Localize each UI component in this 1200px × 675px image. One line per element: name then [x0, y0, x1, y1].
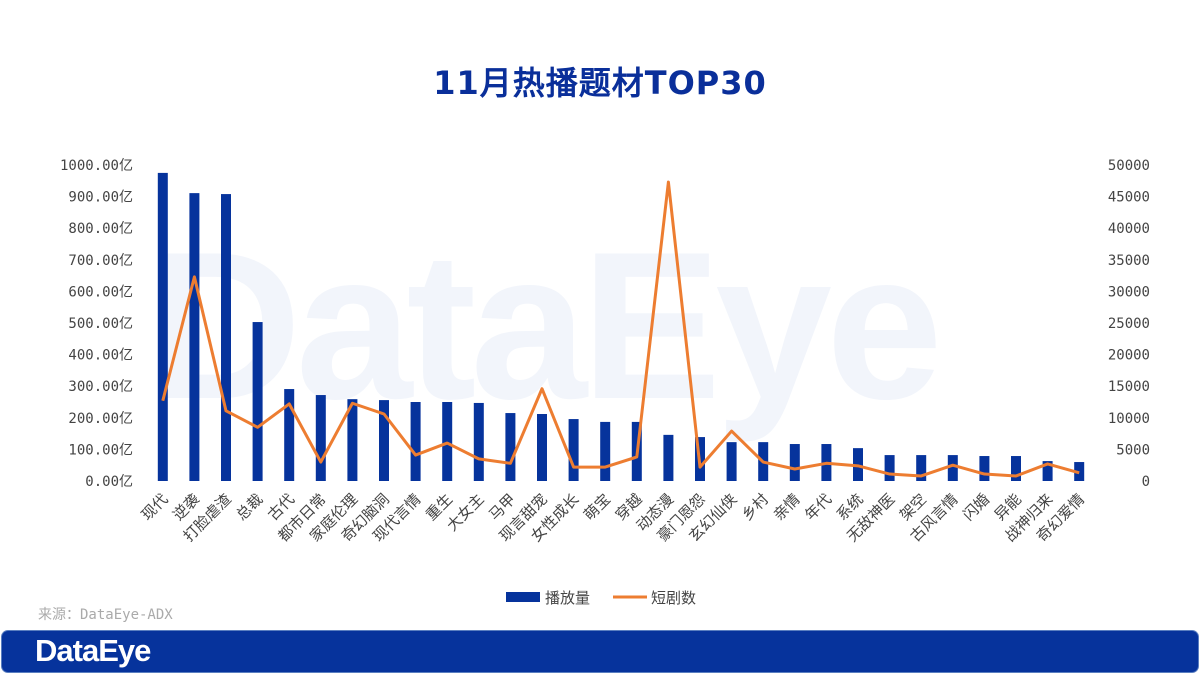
- y-right-tick-label: 15000: [1108, 379, 1150, 395]
- x-tick-label: 现代: [138, 490, 172, 524]
- bar: [1042, 461, 1053, 481]
- bar: [789, 444, 800, 481]
- x-tick-label: 萌宝: [580, 490, 614, 524]
- y-right-tick-label: 45000: [1108, 190, 1150, 206]
- y-left-tick-label: 200.00亿: [68, 411, 133, 427]
- bar: [1011, 456, 1021, 481]
- x-tick-label: 亲情: [770, 490, 804, 524]
- y-left-tick-label: 800.00亿: [68, 221, 133, 237]
- y-left-tick-label: 0.00亿: [85, 474, 133, 490]
- y-right-tick-label: 40000: [1108, 221, 1150, 237]
- bar: [315, 395, 326, 481]
- y-left-tick-label: 1000.00亿: [60, 158, 133, 174]
- y-left-tick-label: 700.00亿: [68, 253, 133, 269]
- bar: [947, 455, 958, 481]
- y-left-tick-label: 400.00亿: [68, 348, 133, 364]
- bar: [221, 194, 231, 481]
- bar: [347, 399, 358, 481]
- bar: [252, 322, 263, 481]
- y-right-tick-label: 20000: [1108, 348, 1150, 364]
- bar: [884, 455, 895, 481]
- bar: [157, 172, 168, 481]
- x-tick-label: 乡村: [738, 490, 772, 524]
- legend-label: 短剧数: [651, 589, 696, 607]
- y-right-tick-label: 5000: [1116, 442, 1150, 458]
- y-right-tick-label: 0: [1142, 474, 1150, 490]
- chart-title: 11月热播题材TOP30: [433, 64, 767, 102]
- source-note: 来源：DataEye-ADX: [38, 607, 173, 623]
- bar: [379, 400, 389, 481]
- y-left-tick-label: 100.00亿: [68, 442, 133, 458]
- legend-swatch-bar: [506, 592, 540, 602]
- bar: [410, 402, 421, 481]
- footer-bar: DataEye: [1, 630, 1199, 673]
- dataeye-logo: DataEye: [35, 633, 151, 668]
- bar: [442, 402, 453, 481]
- x-tick-label: 总裁: [232, 490, 266, 524]
- y-left-tick-label: 500.00亿: [68, 316, 133, 332]
- x-tick-label: 闪婚: [959, 490, 993, 524]
- y-left-tick-label: 600.00亿: [68, 284, 133, 300]
- y-right-tick-label: 30000: [1108, 284, 1150, 300]
- watermark: DataEye: [150, 208, 943, 443]
- y-left-tick-label: 900.00亿: [68, 190, 133, 206]
- y-right-tick-label: 50000: [1108, 158, 1150, 174]
- bar: [505, 413, 516, 481]
- y-left-tick-label: 300.00亿: [68, 379, 133, 395]
- y-right-tick-label: 35000: [1108, 253, 1150, 269]
- bar: [663, 434, 674, 481]
- bar: [600, 421, 611, 481]
- bar: [473, 402, 484, 481]
- x-tick-label: 年代: [801, 490, 835, 524]
- line-series: [161, 180, 1080, 478]
- y-right-tick-label: 10000: [1108, 411, 1150, 427]
- bar: [979, 456, 990, 481]
- bar: [568, 419, 579, 481]
- chart: 0.00亿 100.00亿 200.00亿 300.00亿 400.00亿 500.00亿…: [60, 158, 1150, 607]
- y-right-tick-label: 25000: [1108, 316, 1150, 332]
- bar: [726, 442, 737, 481]
- bar: [284, 389, 295, 481]
- bar: [189, 193, 200, 481]
- legend-label: 播放量: [545, 589, 590, 607]
- bar: [537, 414, 547, 481]
- bar: [916, 455, 927, 481]
